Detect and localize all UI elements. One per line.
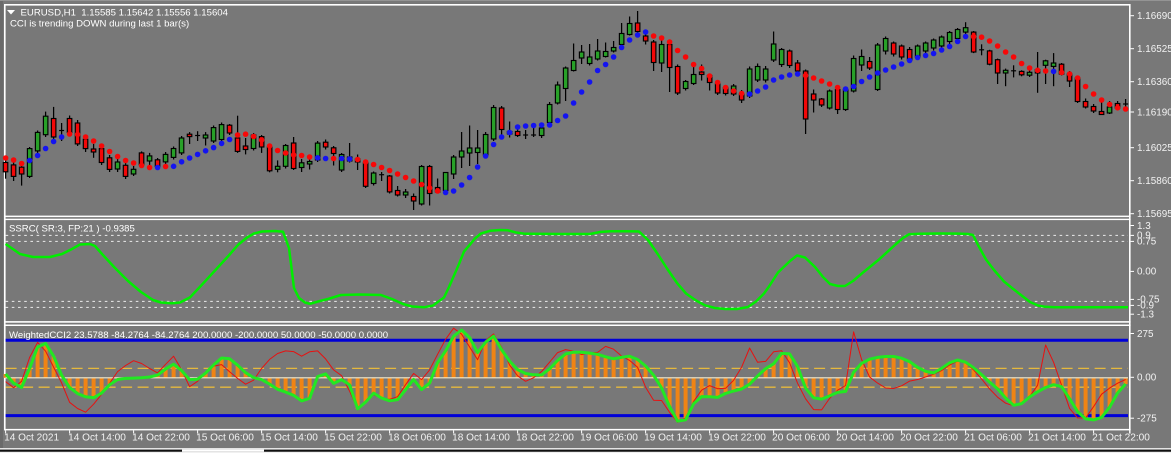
svg-text:14 Oct 14:00: 14 Oct 14:00 xyxy=(68,432,126,443)
svg-text:18 Oct 22:00: 18 Oct 22:00 xyxy=(516,432,574,443)
svg-text:-0.75: -0.75 xyxy=(1137,295,1160,306)
svg-text:21 Oct 06:00: 21 Oct 06:00 xyxy=(964,432,1022,443)
svg-text:SSRC( SR:3, FP:21 ) -0.9385: SSRC( SR:3, FP:21 ) -0.9385 xyxy=(9,223,135,234)
svg-text:1.16190: 1.16190 xyxy=(1137,107,1171,118)
svg-text:19 Oct 22:00: 19 Oct 22:00 xyxy=(708,432,766,443)
svg-text:21 Oct 14:00: 21 Oct 14:00 xyxy=(1028,432,1086,443)
svg-text:275: 275 xyxy=(1137,329,1154,340)
svg-text:1.3: 1.3 xyxy=(1137,221,1151,232)
svg-text:20 Oct 14:00: 20 Oct 14:00 xyxy=(836,432,894,443)
svg-text:WeightedCCI2 23.5788 -84.2764: WeightedCCI2 23.5788 -84.2764 -84.2764 2… xyxy=(9,330,388,341)
svg-text:-0.9: -0.9 xyxy=(1137,301,1155,312)
svg-text:1.16025: 1.16025 xyxy=(1137,143,1171,154)
svg-text:19 Oct 06:00: 19 Oct 06:00 xyxy=(580,432,638,443)
svg-text:15 Oct 22:00: 15 Oct 22:00 xyxy=(324,432,382,443)
svg-text:15 Oct 14:00: 15 Oct 14:00 xyxy=(260,432,318,443)
svg-text:-1.3: -1.3 xyxy=(1137,310,1155,321)
svg-text:CCI is trending DOWN during la: CCI is trending DOWN during last 1 bar(s… xyxy=(10,18,189,29)
svg-text:0.00: 0.00 xyxy=(1137,267,1157,278)
svg-text:0.00: 0.00 xyxy=(1137,373,1157,384)
svg-text:14 Oct 2021: 14 Oct 2021 xyxy=(4,432,59,443)
svg-text:-275: -275 xyxy=(1137,414,1157,425)
svg-text:19 Oct 14:00: 19 Oct 14:00 xyxy=(644,432,702,443)
svg-text:15 Oct 06:00: 15 Oct 06:00 xyxy=(196,432,254,443)
svg-text:18 Oct 06:00: 18 Oct 06:00 xyxy=(388,432,446,443)
svg-text:1.16525: 1.16525 xyxy=(1137,44,1171,55)
svg-text:14 Oct 22:00: 14 Oct 22:00 xyxy=(132,432,190,443)
svg-text:1.15695: 1.15695 xyxy=(1137,209,1171,220)
svg-text:1.16360: 1.16360 xyxy=(1137,77,1171,88)
svg-text:1.16690: 1.16690 xyxy=(1137,11,1171,22)
svg-text:20 Oct 06:00: 20 Oct 06:00 xyxy=(772,432,830,443)
svg-text:0.75: 0.75 xyxy=(1137,237,1157,248)
svg-text:EURUSD,H1 1.15585 1.15642 1.1: EURUSD,H1 1.15585 1.15642 1.15556 1.1560… xyxy=(21,7,229,18)
svg-text:21 Oct 22:00: 21 Oct 22:00 xyxy=(1092,432,1150,443)
svg-text:18 Oct 14:00: 18 Oct 14:00 xyxy=(452,432,510,443)
svg-text:0.9: 0.9 xyxy=(1137,231,1151,242)
svg-text:1.15860: 1.15860 xyxy=(1137,176,1171,187)
svg-text:20 Oct 22:00: 20 Oct 22:00 xyxy=(900,432,958,443)
